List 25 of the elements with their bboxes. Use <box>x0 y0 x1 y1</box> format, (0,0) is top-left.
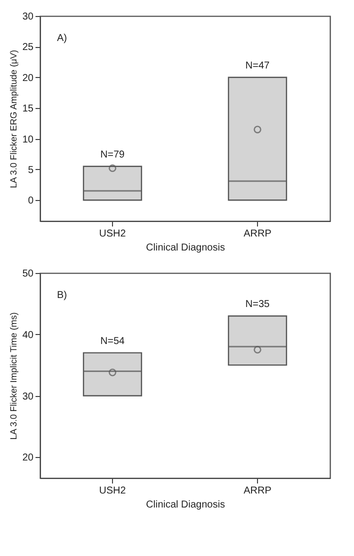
x-tick-label: USH2 <box>99 486 126 496</box>
y-tick-label: 30 <box>22 12 34 22</box>
x-tick-label: USH2 <box>99 228 126 240</box>
annotation: N=47 <box>245 60 270 72</box>
y-tick-label: 20 <box>22 72 34 84</box>
y-tick-label: 5 <box>28 164 34 176</box>
y-tick-label: 15 <box>22 104 34 115</box>
y-tick-label: 0 <box>28 196 34 207</box>
y-tick-label: 30 <box>22 391 34 402</box>
x-tick-label: ARRP <box>244 486 272 496</box>
y-tick-label: 10 <box>22 134 34 146</box>
y-tick-label: 25 <box>22 42 34 54</box>
x-axis-title: Clinical Diagnosis <box>146 242 225 254</box>
y-tick-label: 20 <box>22 452 34 464</box>
annotation: N=54 <box>100 336 126 347</box>
annotation: B) <box>57 290 67 301</box>
annotation: N=35 <box>245 298 270 310</box>
y-tick-label: 50 <box>22 268 34 280</box>
x-tick-label: ARRP <box>244 228 272 240</box>
x-axis-title: Clinical Diagnosis <box>146 500 225 510</box>
annotation: A) <box>57 33 67 44</box>
y-tick-label: 40 <box>22 330 34 341</box>
y-axis-title: LA 3.0 Flicker Implicit Time (ms) <box>8 312 18 440</box>
annotation: N=79 <box>100 149 126 160</box>
y-axis-title: LA 3.0 Flicker ERG Amplitude (μV) <box>8 50 18 188</box>
